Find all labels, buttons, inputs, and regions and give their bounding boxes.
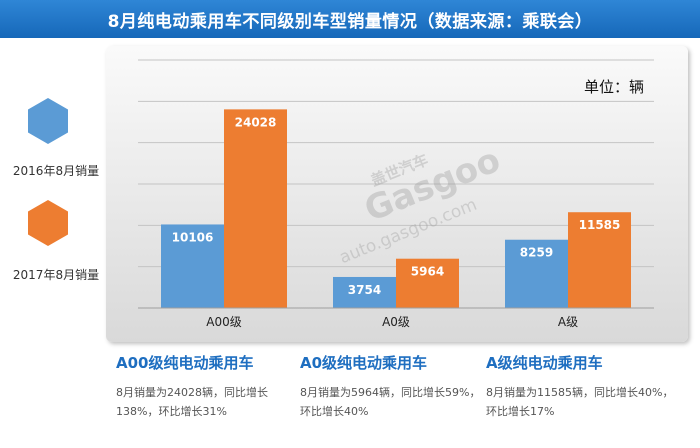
bar-value-label: 11585	[579, 218, 621, 232]
bar-value-label: 8259	[520, 246, 553, 260]
summary-a0: A0级纯电动乘用车 8月销量为5964辆，同比增长59%，环比增长40%	[300, 352, 490, 421]
legend-label-2016: 2016年8月销量	[12, 164, 100, 178]
chart-panel: 单位：辆 盖世汽车 Gasgoo auto.gasgoo.com 10106 24028…	[106, 46, 688, 342]
bar	[224, 109, 287, 308]
unit-label: 单位：辆	[583, 78, 644, 96]
legend-label-2017: 2017年8月销量	[12, 268, 100, 282]
bar-value-label: 3754	[348, 283, 381, 297]
summary-text: 8月销量为5964辆，同比增长59%，环比增长40%	[300, 386, 481, 418]
summary-a: A级纯电动乘用车 8月销量为11585辆，同比增长40%，环比增长17%	[486, 352, 676, 421]
bar	[396, 258, 459, 308]
summary-heading: A0级纯电动乘用车	[300, 354, 428, 372]
bar	[568, 212, 631, 308]
x-tick-label: A00级	[206, 315, 241, 329]
summary-text: 8月销量为24028辆，同比增长138%，环比增长31%	[116, 386, 268, 418]
legend-item-2017: 2017年8月销量	[8, 200, 104, 290]
legend-hexagon-2017-icon	[28, 200, 68, 246]
legend-item-2016: 2016年8月销量	[8, 98, 104, 182]
summary-text: 8月销量为11585辆，同比增长40%，环比增长17%	[486, 386, 674, 418]
summary-heading: A00级纯电动乘用车	[116, 354, 254, 372]
bar-value-label: 24028	[235, 115, 277, 129]
bar-value-label: 5964	[411, 265, 444, 279]
bar	[505, 239, 568, 308]
summary-heading: A级纯电动乘用车	[486, 354, 603, 372]
bar	[333, 276, 396, 308]
x-tick-label: A级	[558, 315, 578, 329]
legend-hexagon-2016-icon	[28, 98, 68, 144]
bar-value-label: 10106	[172, 230, 214, 244]
bar	[161, 224, 224, 308]
page-title: 8月纯电动乘用车不同级别车型销量情况（数据来源：乘联会）	[0, 0, 700, 38]
summary-a00: A00级纯电动乘用车 8月销量为24028辆，同比增长138%，环比增长31%	[116, 352, 306, 421]
x-tick-label: A0级	[382, 315, 410, 329]
